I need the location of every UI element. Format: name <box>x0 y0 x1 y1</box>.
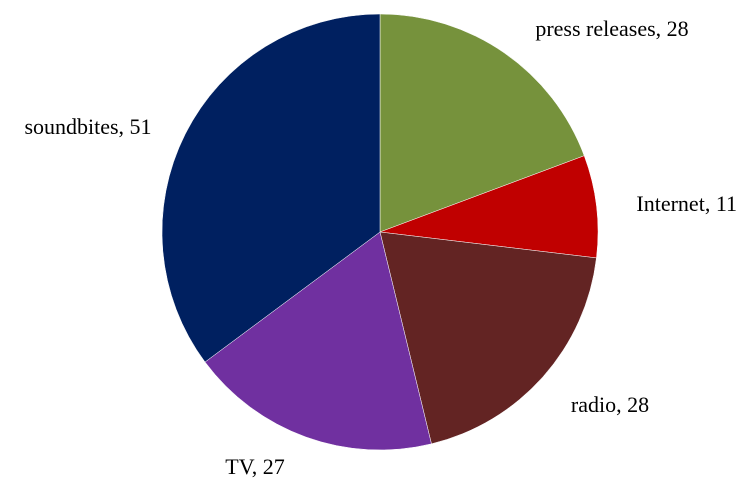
data-label-internet: Internet, 11 <box>636 191 737 216</box>
pie-slices <box>161 13 599 451</box>
data-label-radio: radio, 28 <box>571 392 649 417</box>
pie-slice-soundbites <box>161 13 381 363</box>
pie-slice-tv <box>204 231 432 451</box>
pie-data-labels: press releases, 28 Internet, 11 radio, 28 T… <box>24 16 737 479</box>
data-label-soundbites: soundbites, 51 <box>24 114 151 139</box>
data-label-tv: TV, 27 <box>225 454 285 479</box>
pie-slice-radio <box>379 231 597 445</box>
pie-slice-press-releases <box>379 13 585 233</box>
pie-slice-internet <box>379 155 599 259</box>
data-label-press-releases: press releases, 28 <box>535 16 688 41</box>
